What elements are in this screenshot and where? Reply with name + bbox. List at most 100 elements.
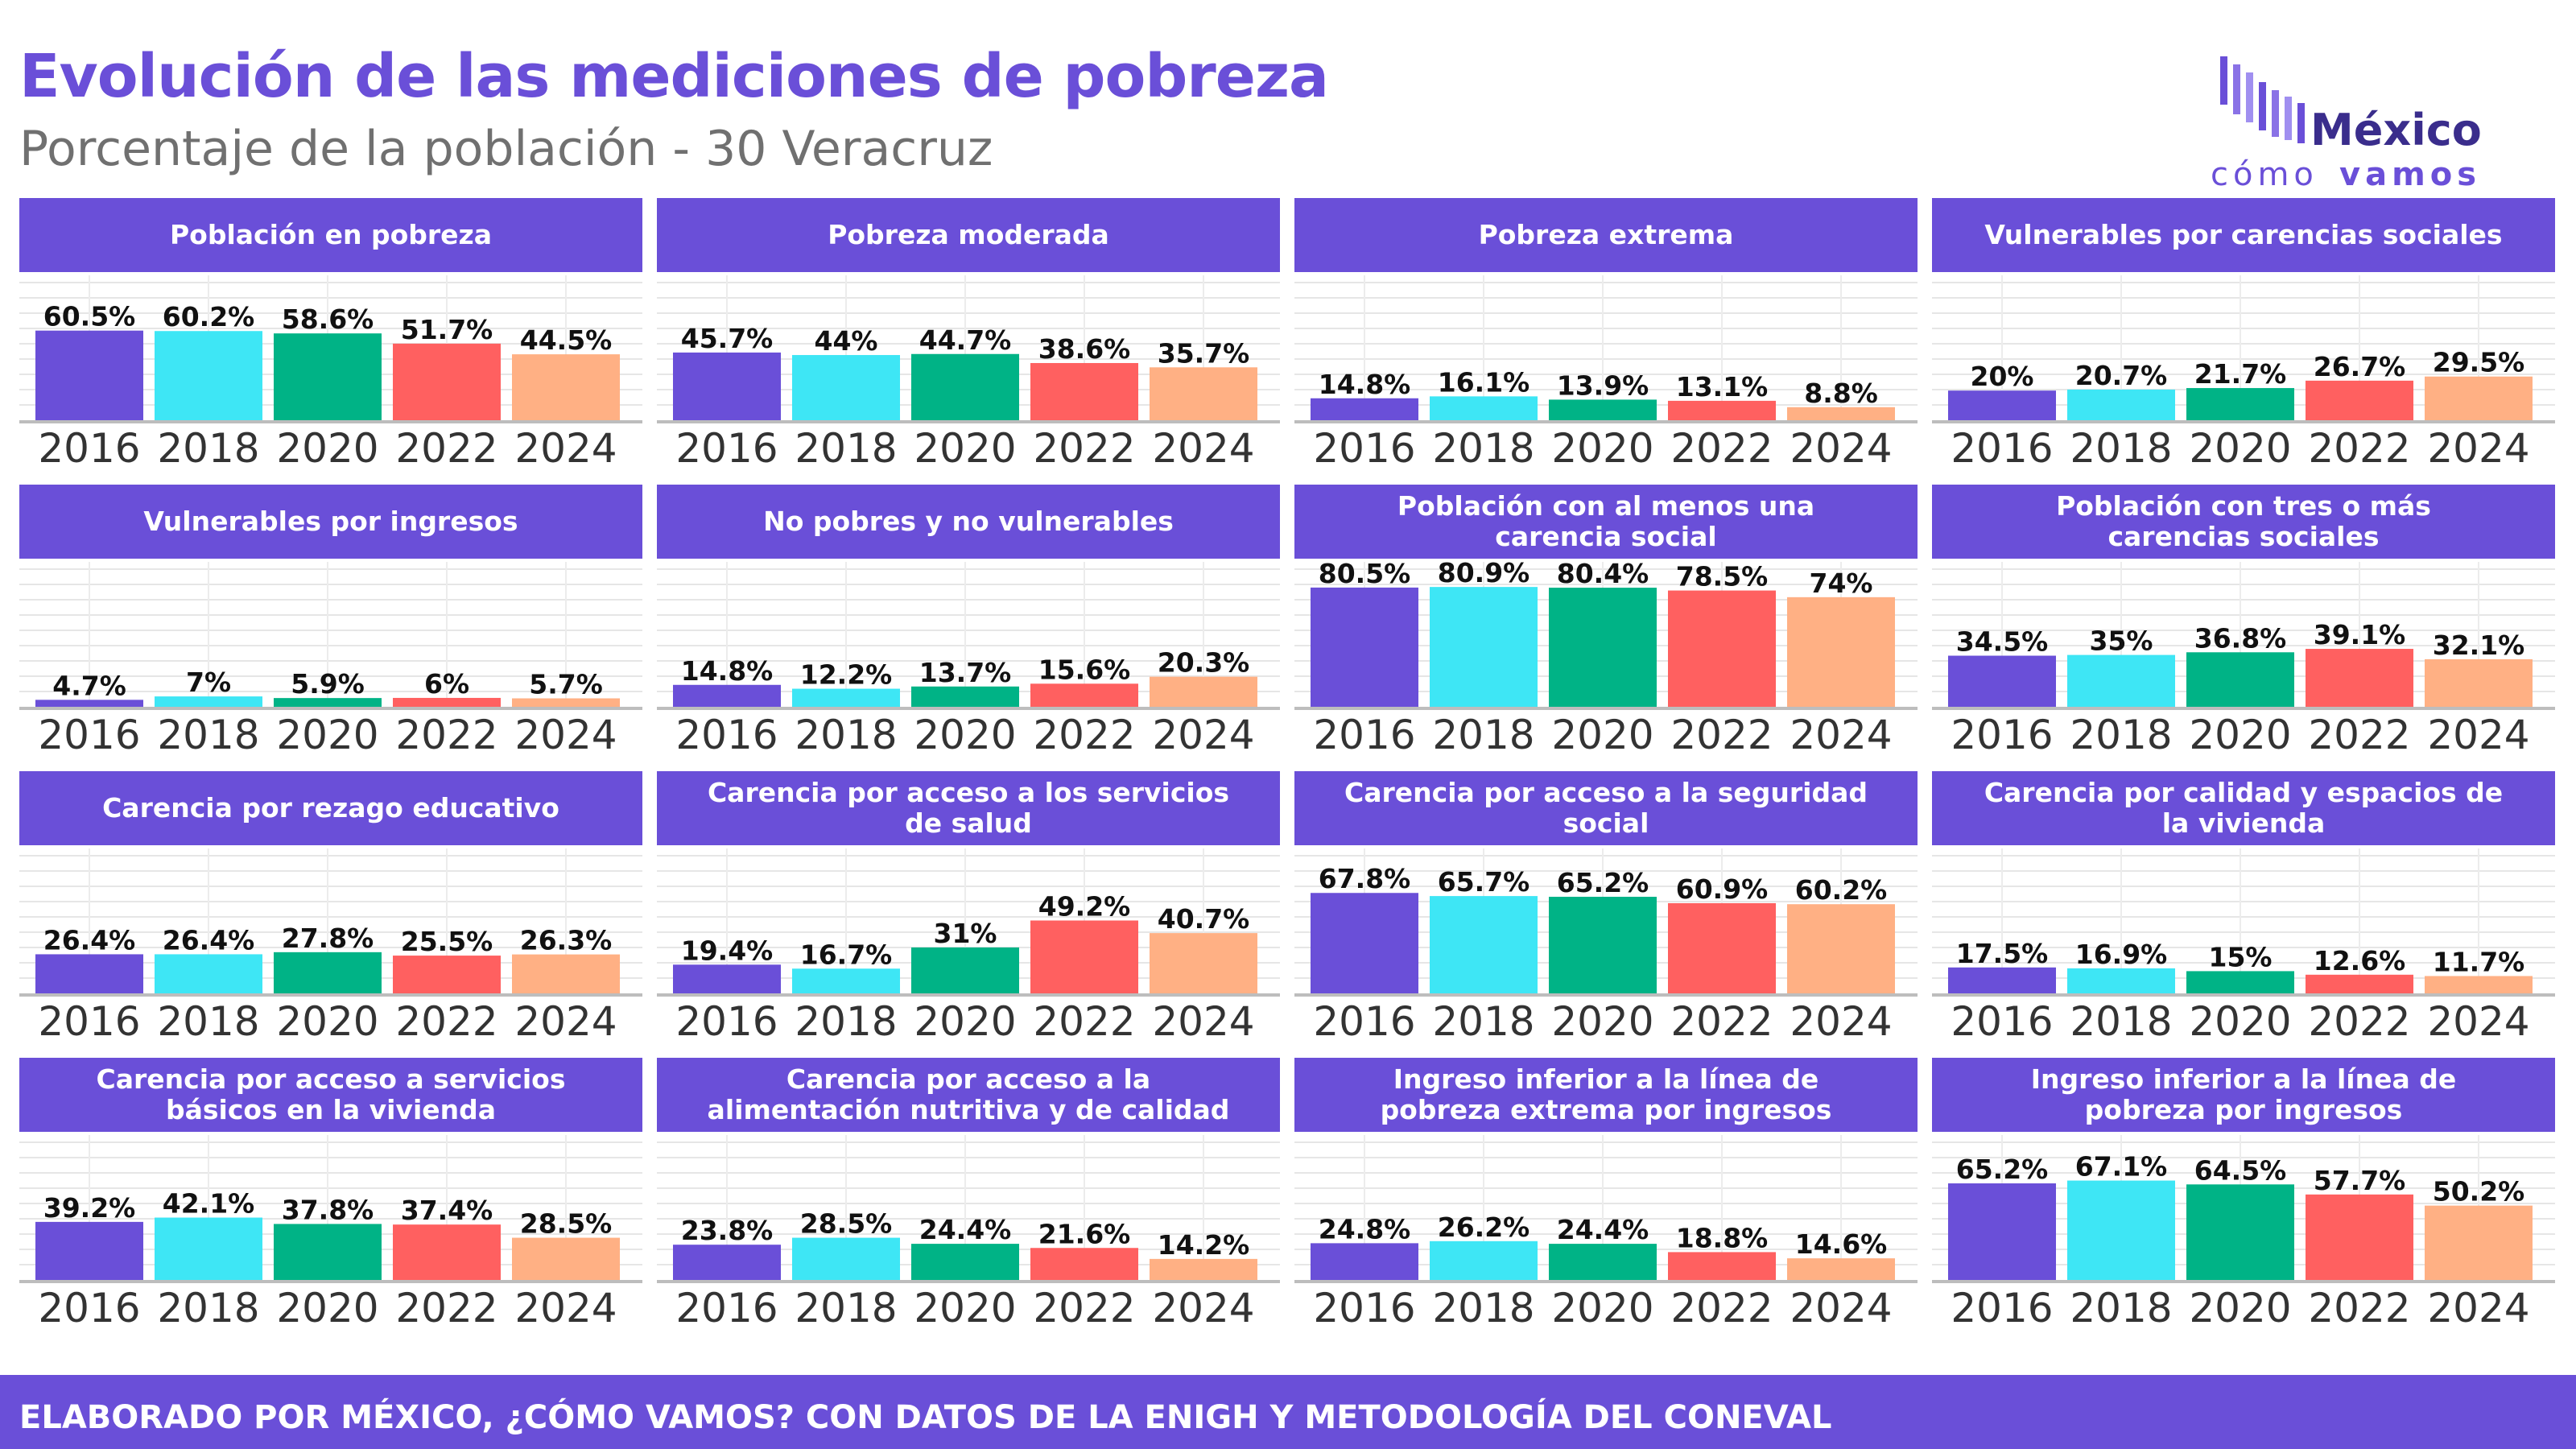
x-tick-label: 2022 bbox=[1033, 1285, 1135, 1331]
bar-2018 bbox=[1430, 1241, 1538, 1280]
chart-title: Carencia por acceso a la seguridad socia… bbox=[1294, 771, 1918, 845]
data-label: 39.1% bbox=[2314, 619, 2406, 650]
x-tick-label: 2020 bbox=[914, 1285, 1016, 1331]
data-label: 15% bbox=[2209, 941, 2273, 972]
chart-title: Población con al menos una carencia soci… bbox=[1294, 485, 1918, 559]
x-tick-label: 2018 bbox=[1432, 1285, 1534, 1331]
x-tick-label: 2018 bbox=[795, 425, 897, 472]
bar-2020 bbox=[274, 1224, 382, 1280]
data-label: 26.3% bbox=[520, 925, 613, 956]
data-label: 60.9% bbox=[1676, 873, 1769, 905]
bar-2018 bbox=[792, 1237, 900, 1280]
x-tick-label: 2024 bbox=[514, 425, 617, 472]
x-tick-label: 2020 bbox=[1551, 998, 1653, 1045]
data-label: 44.5% bbox=[520, 324, 613, 356]
data-label: 60.2% bbox=[163, 301, 255, 332]
x-tick-label: 2020 bbox=[276, 1285, 378, 1331]
x-tick-label: 2022 bbox=[2308, 1285, 2410, 1331]
data-label: 80.9% bbox=[1438, 559, 1530, 588]
data-label: 45.7% bbox=[681, 323, 774, 354]
bar-2016 bbox=[673, 684, 781, 707]
chart-title: Carencia por acceso a la alimentación nu… bbox=[657, 1058, 1280, 1132]
data-label: 42.1% bbox=[163, 1188, 255, 1220]
x-tick-label: 2020 bbox=[2189, 1285, 2291, 1331]
x-tick-label: 2020 bbox=[1551, 425, 1653, 472]
bar-2024 bbox=[1787, 597, 1895, 707]
x-tick-label: 2018 bbox=[157, 712, 259, 758]
bar-2018 bbox=[155, 331, 262, 420]
bar-2020 bbox=[2186, 388, 2294, 420]
x-tick-label: 2018 bbox=[2070, 998, 2172, 1045]
bar-2022 bbox=[393, 697, 501, 707]
data-label: 60.2% bbox=[1795, 874, 1888, 906]
bar-2022 bbox=[2306, 380, 2413, 420]
x-tick-label: 2024 bbox=[514, 1285, 617, 1331]
x-tick-label: 2024 bbox=[1152, 1285, 1254, 1331]
chart-title: No pobres y no vulnerables bbox=[657, 485, 1280, 559]
chart-title: Vulnerables por ingresos bbox=[19, 485, 642, 559]
chart-title: Pobreza extrema bbox=[1294, 198, 1918, 272]
data-label: 15.6% bbox=[1038, 654, 1131, 685]
data-label: 74% bbox=[1810, 568, 1873, 599]
data-label: 67.1% bbox=[2075, 1151, 2168, 1183]
x-tick-label: 2016 bbox=[38, 712, 140, 758]
data-label: 49.2% bbox=[1038, 890, 1131, 922]
x-tick-label: 2016 bbox=[1313, 712, 1415, 758]
x-tick-label: 2020 bbox=[276, 712, 378, 758]
x-tick-label: 2022 bbox=[2308, 998, 2410, 1045]
chart-panel-carencia-por-calidad-y-espacios-de-la-vivienda: Carencia por calidad y espacios de la vi… bbox=[1932, 771, 2555, 1045]
data-label: 37.4% bbox=[401, 1195, 493, 1226]
data-label: 4.7% bbox=[52, 670, 126, 701]
bar-2022 bbox=[1668, 902, 1776, 993]
data-label: 26.7% bbox=[2314, 351, 2406, 382]
bar-chart: 14.8% 2016 16.1% 2018 13.9% 2020 13.1% 2022 8.8%… bbox=[1294, 275, 1918, 472]
bar-2022 bbox=[393, 1224, 501, 1280]
chart-title: Población con tres o más carencias socia… bbox=[1932, 485, 2555, 559]
data-label: 14.8% bbox=[681, 655, 774, 687]
data-label: 35.7% bbox=[1158, 337, 1250, 369]
bar-2018 bbox=[2067, 389, 2175, 420]
x-tick-label: 2018 bbox=[157, 425, 259, 472]
bar-2016 bbox=[673, 1245, 781, 1280]
chart-panel-pobreza-extrema: Pobreza extrema 14.8% 2016 16.1% 2018 13.9% 20… bbox=[1294, 198, 1918, 472]
data-label: 14.6% bbox=[1795, 1228, 1888, 1260]
bar-chart: 14.8% 2016 12.2% 2018 13.7% 2020 15.6% 2022 20.3… bbox=[657, 562, 1280, 758]
chart-panel-poblacion-con-tres-o-mas-carencias-sociales: Población con tres o más carencias socia… bbox=[1932, 485, 2555, 758]
x-tick-label: 2018 bbox=[795, 998, 897, 1045]
data-label: 26.4% bbox=[43, 924, 136, 956]
x-tick-label: 2020 bbox=[914, 712, 1016, 758]
bar-2018 bbox=[155, 954, 262, 993]
data-label: 8.8% bbox=[1804, 378, 1878, 409]
bar-2020 bbox=[2186, 1184, 2294, 1280]
bar-2024 bbox=[1150, 933, 1257, 993]
data-label: 7% bbox=[186, 667, 231, 698]
x-tick-label: 2022 bbox=[1033, 425, 1135, 472]
bar-2016 bbox=[1948, 390, 2056, 420]
chart-panel-vulnerables-por-carencias-sociales: Vulnerables por carencias sociales 20% 201… bbox=[1932, 198, 2555, 472]
data-label: 28.5% bbox=[800, 1208, 893, 1240]
data-label: 44% bbox=[815, 325, 878, 357]
x-tick-label: 2022 bbox=[1670, 712, 1773, 758]
x-tick-label: 2016 bbox=[1951, 998, 2053, 1045]
x-tick-label: 2024 bbox=[514, 712, 617, 758]
bar-2020 bbox=[1549, 588, 1657, 707]
data-label: 39.2% bbox=[43, 1192, 136, 1224]
x-tick-label: 2024 bbox=[2427, 425, 2529, 472]
data-label: 13.9% bbox=[1557, 369, 1649, 401]
bar-2022 bbox=[2306, 1194, 2413, 1280]
bar-2018 bbox=[1430, 587, 1538, 707]
bar-chart: 67.8% 2016 65.7% 2018 65.2% 2020 60.9% 2022 60.2… bbox=[1294, 848, 1918, 1045]
data-label: 58.6% bbox=[282, 303, 374, 335]
x-tick-label: 2020 bbox=[1551, 1285, 1653, 1331]
x-tick-label: 2016 bbox=[675, 1285, 778, 1331]
data-label: 38.6% bbox=[1038, 333, 1131, 365]
bar-2018 bbox=[792, 688, 900, 707]
chart-panel-poblacion-con-al-menos-una-carencia-social: Población con al menos una carencia soci… bbox=[1294, 485, 1918, 758]
bar-chart: 4.7% 2016 7% 2018 5.9% 2020 6% 2022 5.7% 2024 bbox=[19, 562, 642, 758]
bar-2018 bbox=[792, 355, 900, 420]
data-label: 26.4% bbox=[163, 924, 255, 956]
x-tick-label: 2020 bbox=[2189, 712, 2291, 758]
x-tick-label: 2020 bbox=[914, 998, 1016, 1045]
data-label: 26.2% bbox=[1438, 1212, 1530, 1243]
